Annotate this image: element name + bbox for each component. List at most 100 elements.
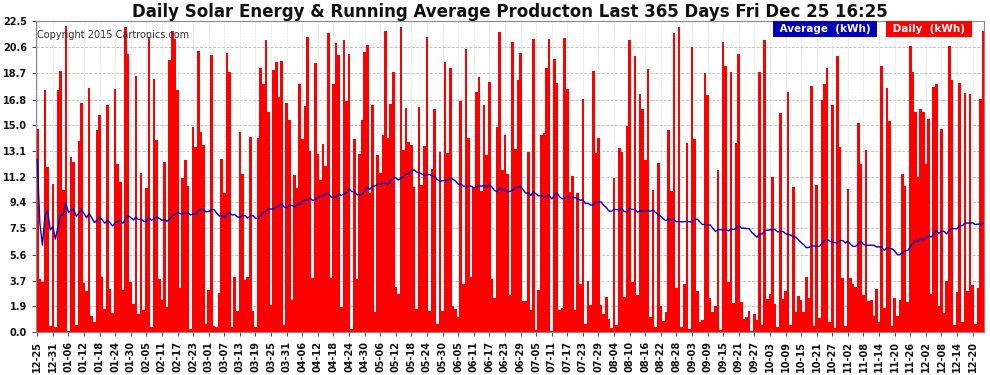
Bar: [215, 327, 218, 332]
Bar: [127, 54, 130, 332]
Bar: [930, 294, 933, 332]
Bar: [818, 318, 821, 332]
Bar: [667, 130, 670, 332]
Bar: [114, 89, 117, 332]
Bar: [59, 71, 62, 332]
Bar: [685, 143, 688, 332]
Bar: [768, 294, 771, 332]
Bar: [865, 150, 867, 332]
Bar: [39, 279, 42, 332]
Bar: [842, 278, 844, 332]
Bar: [538, 290, 540, 332]
Bar: [797, 296, 800, 332]
Bar: [379, 173, 381, 332]
Bar: [346, 100, 347, 332]
Bar: [800, 300, 803, 332]
Bar: [343, 39, 346, 332]
Bar: [813, 326, 816, 332]
Bar: [200, 132, 202, 332]
Bar: [805, 278, 808, 332]
Bar: [675, 288, 678, 332]
Bar: [579, 284, 581, 332]
Bar: [444, 62, 446, 332]
Bar: [670, 191, 672, 332]
Bar: [935, 84, 938, 332]
Bar: [672, 33, 675, 332]
Bar: [717, 170, 720, 332]
Bar: [914, 112, 917, 332]
Bar: [415, 309, 418, 332]
Bar: [504, 135, 506, 332]
Bar: [747, 311, 750, 332]
Bar: [352, 139, 355, 332]
Bar: [891, 326, 893, 332]
Bar: [184, 160, 187, 332]
Bar: [405, 108, 408, 332]
Bar: [221, 159, 223, 332]
Bar: [239, 132, 242, 332]
Bar: [408, 142, 410, 332]
Bar: [402, 150, 405, 332]
Bar: [368, 192, 371, 332]
Bar: [146, 188, 148, 332]
Bar: [701, 320, 704, 332]
Bar: [571, 176, 574, 332]
Bar: [945, 280, 948, 332]
Bar: [560, 308, 563, 332]
Bar: [613, 177, 616, 332]
Bar: [928, 119, 930, 332]
Bar: [130, 282, 132, 332]
Bar: [787, 92, 789, 332]
Bar: [335, 43, 338, 332]
Bar: [384, 31, 387, 332]
Bar: [553, 59, 555, 332]
Bar: [522, 302, 525, 332]
Bar: [907, 303, 909, 332]
Bar: [712, 312, 714, 332]
Bar: [920, 109, 922, 332]
Bar: [262, 84, 264, 332]
Bar: [62, 190, 64, 332]
Bar: [456, 317, 459, 332]
Bar: [330, 278, 332, 332]
Bar: [639, 94, 642, 332]
Bar: [160, 300, 163, 332]
Bar: [896, 316, 899, 332]
Bar: [140, 172, 143, 332]
Bar: [862, 295, 865, 332]
Bar: [90, 316, 93, 332]
Bar: [753, 314, 755, 332]
Bar: [132, 304, 135, 332]
Bar: [449, 68, 451, 332]
Bar: [44, 90, 47, 332]
Text: Average  (kWh): Average (kWh): [776, 24, 874, 34]
Bar: [264, 40, 267, 332]
Bar: [857, 123, 859, 332]
Bar: [735, 143, 738, 332]
Bar: [254, 327, 256, 332]
Bar: [36, 129, 39, 332]
Bar: [477, 76, 480, 332]
Bar: [657, 163, 659, 332]
Bar: [547, 39, 550, 332]
Bar: [285, 104, 288, 332]
Bar: [883, 308, 886, 332]
Bar: [763, 40, 766, 332]
Bar: [727, 282, 730, 332]
Bar: [454, 309, 456, 332]
Bar: [912, 72, 914, 332]
Bar: [158, 279, 160, 332]
Bar: [49, 326, 51, 332]
Bar: [725, 66, 727, 332]
Bar: [683, 284, 685, 332]
Bar: [54, 327, 56, 332]
Bar: [610, 328, 613, 332]
Bar: [758, 72, 761, 332]
Bar: [540, 135, 543, 332]
Bar: [109, 289, 111, 332]
Bar: [194, 147, 197, 332]
Bar: [709, 298, 712, 332]
Bar: [192, 127, 194, 332]
Bar: [317, 154, 319, 332]
Bar: [309, 151, 311, 332]
